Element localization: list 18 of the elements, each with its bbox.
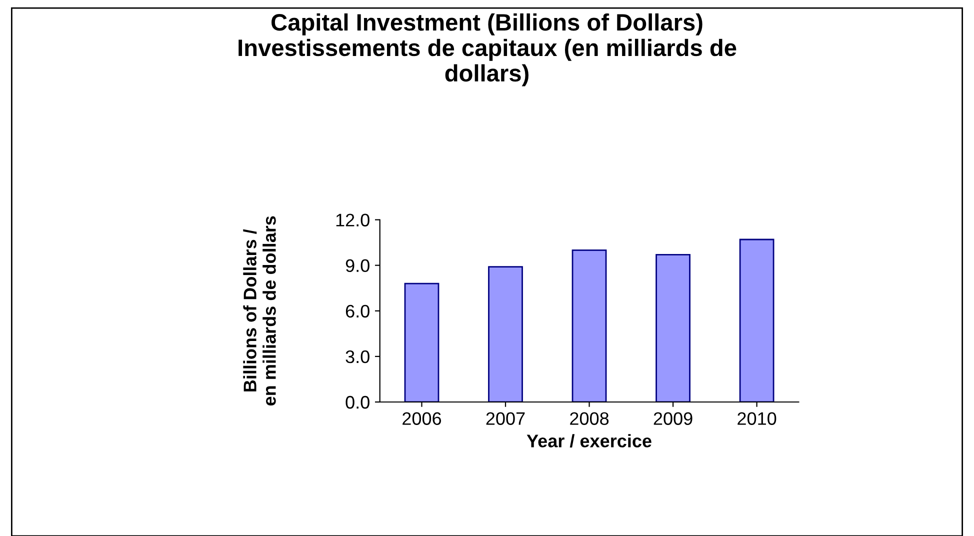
bar [656,254,690,402]
bar [404,282,440,402]
x-tick-label: 2009 [654,412,692,425]
x-tick-label: 2008 [570,412,609,425]
x-tick-label: 2007 [486,412,525,425]
y-tick-label: 3.0 [346,350,370,364]
x-tick-label: 2006 [402,412,442,425]
y-tick-label: 6.0 [346,304,370,318]
y-tick-label: 12.0 [336,214,370,226]
bar [739,238,774,402]
bar [572,249,607,402]
y-tick-label: 0.0 [346,396,370,409]
x-tick-label: 2010 [738,412,776,425]
y-axis-title: Billions of Dollars / en milliards de dollars [243,216,276,406]
bar [488,266,523,402]
x-axis-title: Year / exercice [526,434,652,448]
chart-title: Capital Investment (Billions of Dollars) Investissements de capitaux (en milliards de dollars) [238,13,736,86]
y-tick-label: 9.0 [346,259,370,272]
